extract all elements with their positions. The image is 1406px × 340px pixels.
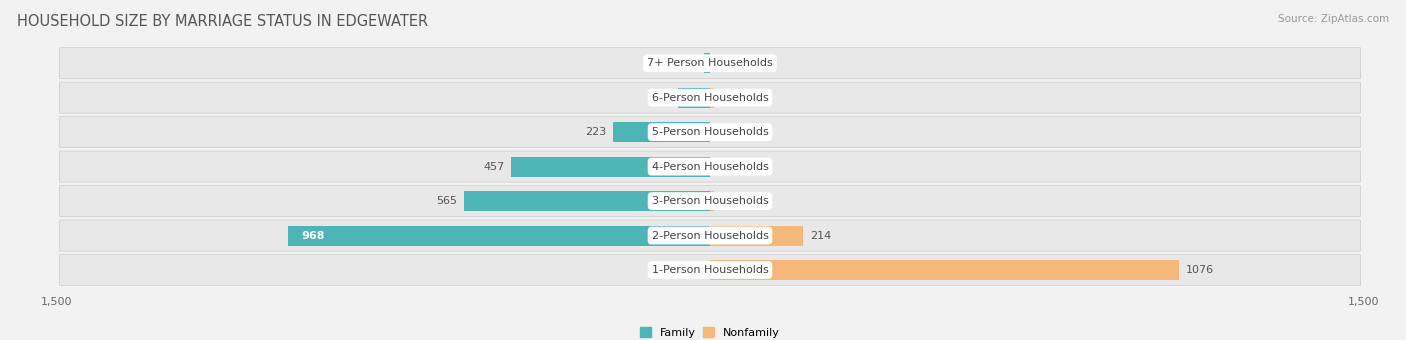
Text: 4-Person Households: 4-Person Households xyxy=(651,162,769,172)
Text: 0: 0 xyxy=(717,162,724,172)
FancyBboxPatch shape xyxy=(59,254,1361,286)
Bar xyxy=(464,191,710,211)
Text: 0: 0 xyxy=(717,58,724,68)
Bar xyxy=(678,88,710,108)
FancyBboxPatch shape xyxy=(59,82,1361,113)
Text: 8: 8 xyxy=(720,93,727,103)
Bar xyxy=(613,122,710,142)
Text: HOUSEHOLD SIZE BY MARRIAGE STATUS IN EDGEWATER: HOUSEHOLD SIZE BY MARRIAGE STATUS IN EDG… xyxy=(17,14,427,29)
Text: 5-Person Households: 5-Person Households xyxy=(651,127,769,137)
Text: 968: 968 xyxy=(301,231,325,240)
Bar xyxy=(510,157,710,176)
Bar xyxy=(704,53,710,73)
Text: 1076: 1076 xyxy=(1185,265,1213,275)
Text: 565: 565 xyxy=(436,196,457,206)
Text: 457: 457 xyxy=(484,162,505,172)
Text: 14: 14 xyxy=(683,58,697,68)
Bar xyxy=(710,88,713,108)
Text: 3-Person Households: 3-Person Households xyxy=(651,196,769,206)
Text: 0: 0 xyxy=(717,127,724,137)
Bar xyxy=(288,225,710,245)
FancyBboxPatch shape xyxy=(59,186,1361,217)
Bar xyxy=(710,225,803,245)
FancyBboxPatch shape xyxy=(59,117,1361,148)
Bar xyxy=(710,191,714,211)
Text: 1-Person Households: 1-Person Households xyxy=(651,265,769,275)
Text: 6-Person Households: 6-Person Households xyxy=(651,93,769,103)
Legend: Family, Nonfamily: Family, Nonfamily xyxy=(636,323,785,340)
Bar xyxy=(710,260,1180,280)
Text: 7+ Person Households: 7+ Person Households xyxy=(647,58,773,68)
Text: 9: 9 xyxy=(720,196,728,206)
Text: 2-Person Households: 2-Person Households xyxy=(651,231,769,240)
Text: 214: 214 xyxy=(810,231,831,240)
Text: 223: 223 xyxy=(585,127,606,137)
FancyBboxPatch shape xyxy=(59,220,1361,251)
FancyBboxPatch shape xyxy=(59,151,1361,182)
Text: 74: 74 xyxy=(657,93,671,103)
FancyBboxPatch shape xyxy=(59,48,1361,79)
Text: Source: ZipAtlas.com: Source: ZipAtlas.com xyxy=(1278,14,1389,23)
